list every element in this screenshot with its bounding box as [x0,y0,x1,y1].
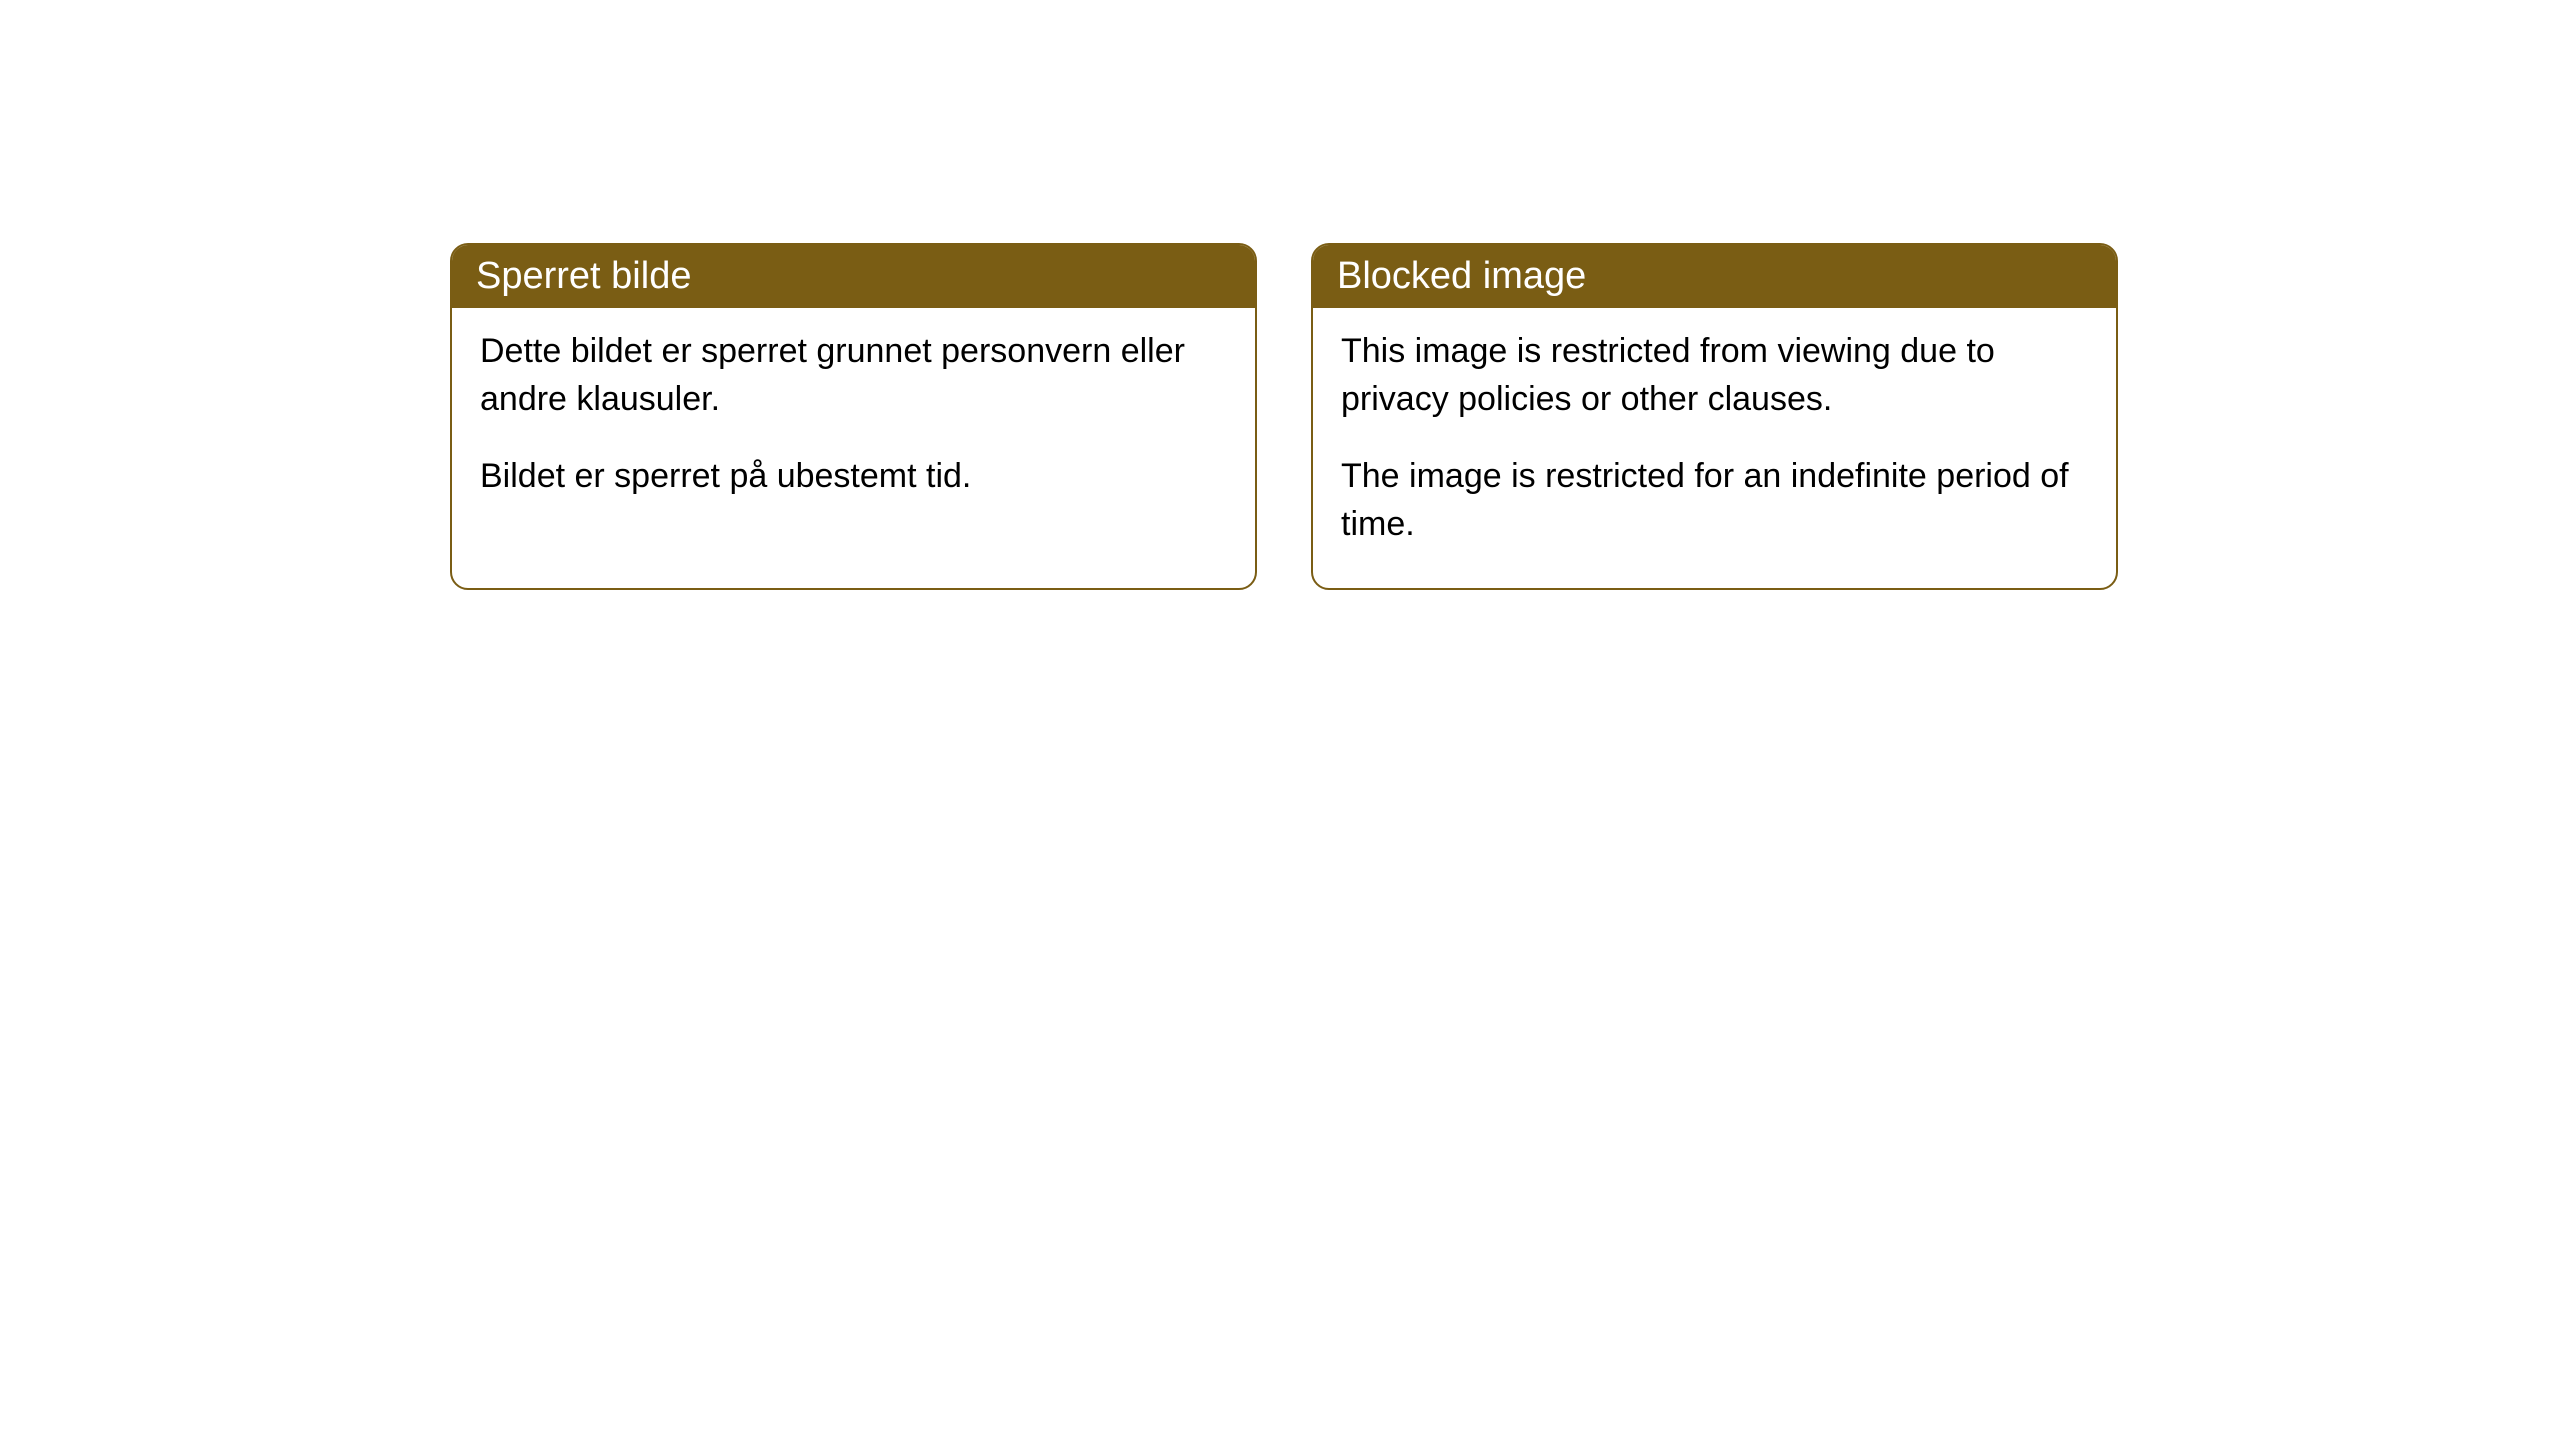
card-header: Blocked image [1313,245,2116,308]
card-header: Sperret bilde [452,245,1255,308]
notice-cards-container: Sperret bilde Dette bildet er sperret gr… [450,243,2118,590]
card-title: Blocked image [1337,255,1586,297]
notice-card-norwegian: Sperret bilde Dette bildet er sperret gr… [450,243,1257,590]
card-body: This image is restricted from viewing du… [1313,308,2116,588]
card-title: Sperret bilde [476,255,691,297]
card-paragraph: Bildet er sperret på ubestemt tid. [480,453,1227,501]
card-paragraph: The image is restricted for an indefinit… [1341,453,2088,548]
card-paragraph: This image is restricted from viewing du… [1341,328,2088,423]
notice-card-english: Blocked image This image is restricted f… [1311,243,2118,590]
card-body: Dette bildet er sperret grunnet personve… [452,308,1255,541]
card-paragraph: Dette bildet er sperret grunnet personve… [480,328,1227,423]
